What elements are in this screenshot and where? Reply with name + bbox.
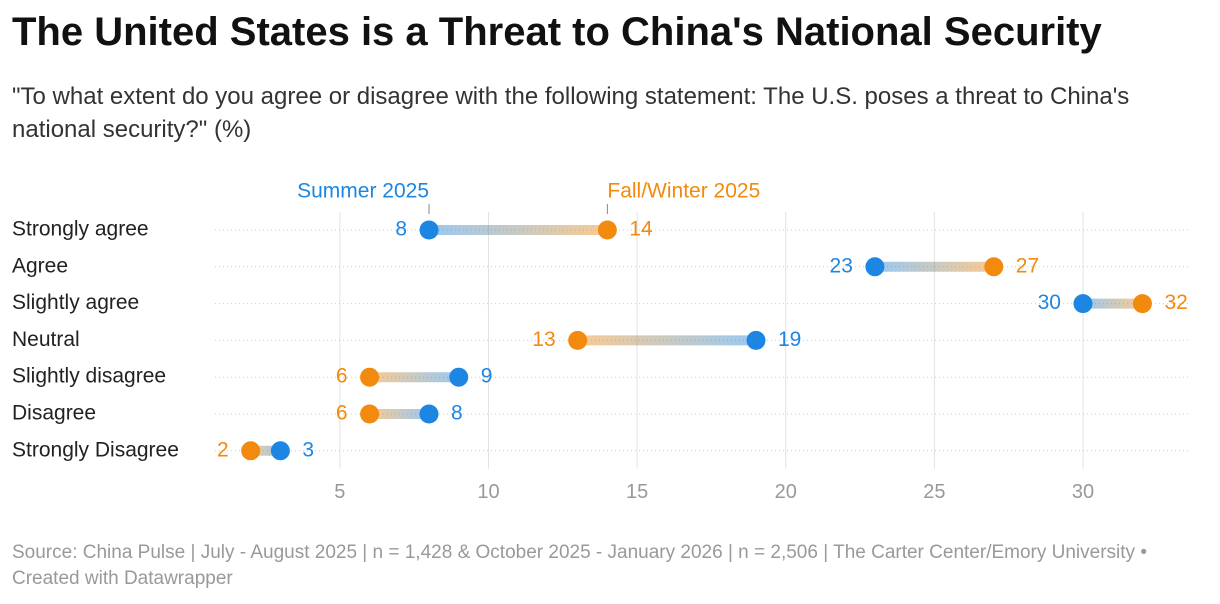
- data-label: 8: [451, 402, 463, 425]
- data-label: 6: [336, 402, 348, 425]
- y-tick-label: Slightly disagree: [12, 365, 166, 388]
- data-label: 2: [217, 438, 229, 461]
- legend-label: Summer 2025: [297, 180, 429, 203]
- dot: [746, 330, 766, 350]
- data-label: 13: [532, 328, 555, 351]
- dot: [360, 367, 380, 387]
- dot: [984, 257, 1004, 277]
- dot: [360, 404, 380, 424]
- data-label: 19: [778, 328, 801, 351]
- y-tick-label: Strongly Disagree: [12, 438, 179, 461]
- dot: [865, 257, 885, 277]
- x-tick-label: 5: [334, 481, 345, 503]
- x-tick-label: 20: [775, 481, 797, 503]
- x-tick-label: 25: [923, 481, 945, 503]
- data-label: 6: [336, 365, 348, 388]
- y-tick-label: Slightly agree: [12, 291, 139, 314]
- y-tick-label: Strongly agree: [12, 218, 149, 241]
- data-label: 23: [830, 254, 853, 277]
- dot: [568, 330, 588, 350]
- data-label: 3: [302, 438, 314, 461]
- dot: [597, 220, 617, 240]
- x-tick-label: 10: [477, 481, 499, 503]
- y-tick-label: Neutral: [12, 328, 80, 351]
- data-label: 9: [481, 365, 493, 388]
- chart-title: The United States is a Threat to China's…: [12, 10, 1102, 54]
- source-note: Source: China Pulse | July - August 2025…: [12, 542, 1147, 589]
- dot: [419, 404, 439, 424]
- y-tick-label: Disagree: [12, 402, 96, 425]
- data-label: 32: [1164, 291, 1187, 314]
- x-tick-label: 15: [626, 481, 648, 503]
- legend-label: Fall/Winter 2025: [607, 180, 760, 203]
- dot: [419, 220, 439, 240]
- y-tick-label: Agree: [12, 254, 68, 277]
- x-tick-label: 30: [1072, 481, 1094, 503]
- chart-subtitle: "To what extent do you agree or disagree…: [12, 83, 1130, 143]
- data-label: 30: [1038, 291, 1061, 314]
- dot: [241, 441, 261, 461]
- data-label: 8: [395, 218, 407, 241]
- dot: [449, 367, 469, 387]
- data-label: 27: [1016, 254, 1039, 277]
- dot: [270, 441, 290, 461]
- dot: [1132, 294, 1152, 314]
- dot: [1073, 294, 1093, 314]
- data-label: 14: [629, 218, 653, 241]
